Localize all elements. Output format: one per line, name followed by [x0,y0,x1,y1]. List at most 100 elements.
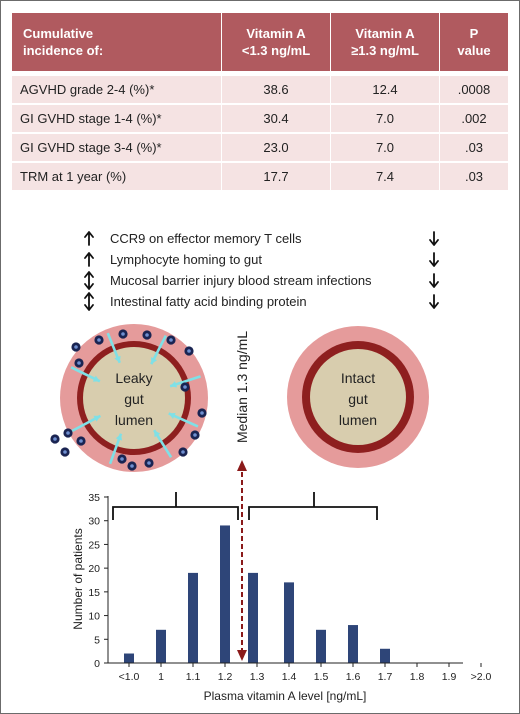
table-header-label: incidence of: [23,43,103,58]
x-tick-label: 1.7 [378,671,393,683]
histogram-bar [156,629,166,663]
median-marker: Median 1.3 ng/mL [234,331,250,661]
lymphocyte-nucleus-icon [77,361,81,365]
penetration-arrows [70,332,201,465]
lymphocyte-nucleus-icon [145,333,149,337]
row-label: TRM at 1 year (%) [20,169,126,184]
lymphocyte-nucleus-icon [53,437,57,441]
lymphocyte-nucleus-icon [121,332,125,336]
y-tick-label: 10 [88,611,100,623]
histogram-bar [348,625,358,663]
down-arrow-icon [429,231,439,246]
intact-gut-label: gut [348,391,368,407]
lymphocyte-nucleus-icon [74,345,78,349]
histogram-bar [188,572,198,663]
row-value-low: 38.6 [263,82,288,97]
cyan-arrowhead-icon [115,433,123,441]
table-header-label: Cumulative [23,26,93,41]
x-tick-label: 1.1 [186,671,201,683]
table-header-label: P [470,26,479,41]
cyan-arrowhead-icon [114,355,121,363]
lymphocyte-nucleus-icon [200,411,204,415]
leaky-gut-diagram: Leaky gut lumen [50,324,208,472]
lymphocyte-nucleus-icon [63,450,67,454]
median-label: Median 1.3 ng/mL [234,331,250,443]
row-p-value: .03 [465,169,483,184]
row-p-value: .0008 [458,82,491,97]
table-header-cell [222,13,330,71]
x-tick-label: 1 [158,671,164,683]
row-label: GI GVHD stage 1-4 (%)* [20,111,162,126]
lymphocyte-nucleus-icon [79,439,83,443]
x-tick-label: 1.5 [314,671,329,683]
row-value-high: 7.0 [376,111,394,126]
table-header-label: ≥1.3 ng/mL [351,43,419,58]
lymphocyte-nucleus-icon [97,338,101,342]
y-tick-label: 15 [88,587,100,599]
x-axis-label: Plasma vitamin A level [ng/mL] [204,689,367,703]
up-arrow-icon [84,252,94,267]
lymphocyte-nucleus-icon [181,450,185,454]
table-header-label: value [457,43,490,58]
intact-gut-diagram: Intact gut lumen [287,326,429,468]
table-header-cell [331,13,439,71]
median-arrow-down-icon [237,650,247,661]
down-arrow-icon [429,273,439,288]
intact-gut-label: Intact [341,370,375,386]
row-value-high: 7.0 [376,140,394,155]
table-row: GI GVHD stage 3-4 (%)* 23.0 7.0 .03 [12,134,508,161]
table-header-label: Vitamin A [355,26,415,41]
lymphocyte-nucleus-icon [130,464,134,468]
lymphocyte-nucleus-icon [66,431,70,435]
cyan-arrowhead-icon [151,357,158,365]
row-value-high: 7.4 [376,169,394,184]
leaky-gut-label: lumen [115,412,153,428]
cyan-arrowhead-icon [170,381,178,388]
y-tick-label: 5 [94,634,100,646]
x-tick-label: 1.8 [410,671,425,683]
lymphocyte-nucleus-icon [187,349,191,353]
row-label: GI GVHD stage 3-4 (%)* [20,140,162,155]
row-value-low: 30.4 [263,111,288,126]
y-axis-label: Number of patients [71,528,85,629]
effects-list: CCR9 on effector memory T cells Lymphocy… [84,231,439,311]
histogram-bar [316,629,326,663]
table-row: GI GVHD stage 1-4 (%)* 30.4 7.0 .002 [12,105,508,132]
histogram-bar [248,572,258,663]
right-group-brace [248,492,378,520]
table-header-label: Vitamin A [246,26,306,41]
y-tick-label: 30 [88,516,100,528]
y-tick-label: 25 [88,539,100,551]
x-axis-ticks: <1.0 1 1.1 1.2 1.3 1.4 1.5 1.6 1.7 1.8 1.9 >2.0 [119,663,492,683]
lymphocyte-nucleus-icon [183,385,187,389]
table-row: AGVHD grade 2-4 (%)* 38.6 12.4 .0008 [12,76,508,103]
up-arrow-icon [84,231,94,246]
y-tick-label: 35 [88,492,100,504]
up-down-arrow-icon [84,292,94,311]
y-tick-label: 0 [94,658,100,670]
histogram: 0 5 10 15 20 25 30 35 <1.0 1 1.1 1.2 1.3 1.4 1.5 1.6 1.… [71,492,492,703]
x-tick-label: 1.6 [346,671,361,683]
x-tick-label: 1.9 [442,671,457,683]
x-tick-label: <1.0 [119,671,140,683]
table-row: TRM at 1 year (%) 17.7 7.4 .03 [12,163,508,190]
up-down-arrow-icon [84,271,94,290]
x-tick-label: 1.2 [218,671,233,683]
leaky-gut-label: gut [124,391,144,407]
lymphocyte-nucleus-icon [169,338,173,342]
histogram-bar [124,653,134,663]
leaky-gut-label: Leaky [115,370,152,386]
cyan-arrowhead-icon [93,415,101,422]
table-header-cell [12,13,221,71]
table-header-label: <1.3 ng/mL [242,43,310,58]
y-tick-label: 20 [88,563,100,575]
row-value-low: 17.7 [263,169,288,184]
intact-gut-label: lumen [339,412,377,428]
cyan-arrowhead-icon [168,412,176,420]
cyan-arrowhead-icon [92,375,100,382]
effect-label: Intestinal fatty acid binding protein [110,294,307,309]
down-arrow-icon [429,294,439,309]
cyan-arrowhead-icon [154,430,161,438]
